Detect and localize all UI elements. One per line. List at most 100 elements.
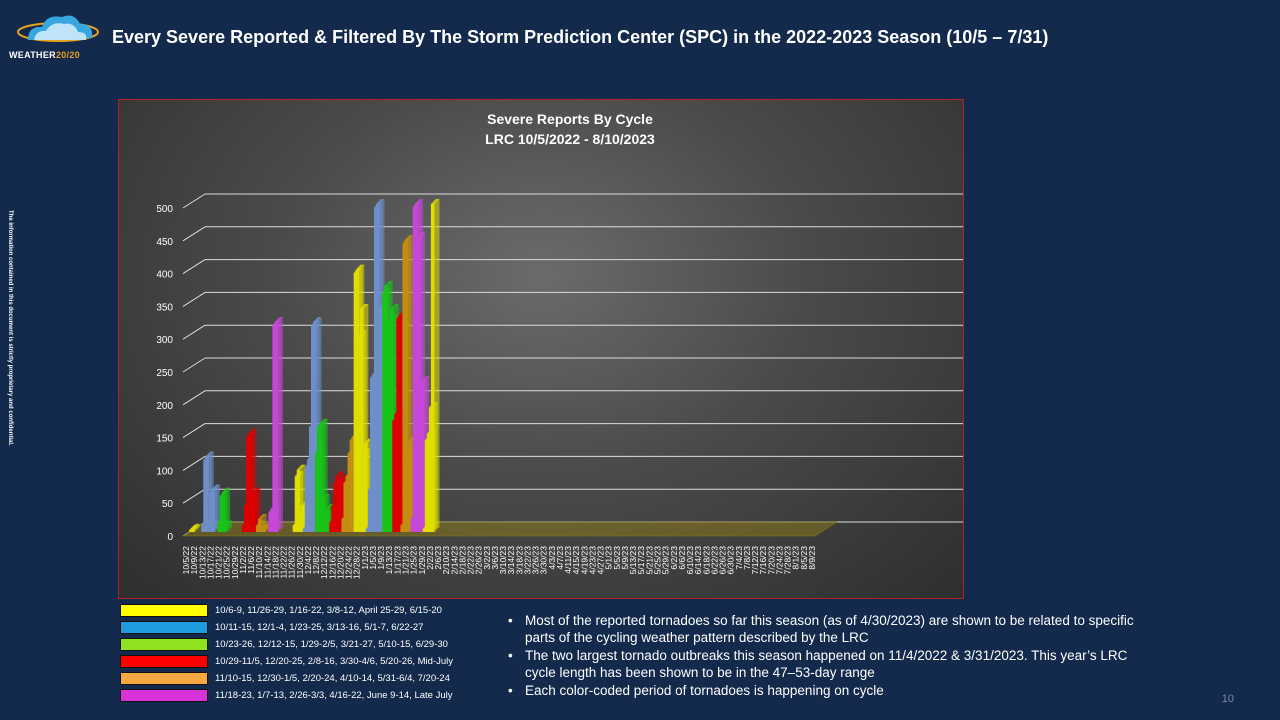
bar-front [252,492,256,532]
legend-item: 10/11-15, 12/1-4, 1/23-25, 3/13-16, 5/1-… [118,620,498,637]
x-tick-label: 1/9/23 [376,546,386,570]
x-tick-label: 10/29/22 [230,546,240,579]
x-tick-label: 6/18/23 [701,546,711,575]
x-tick-label: 4/3/23 [547,546,557,570]
y-tick-label: 350 [156,302,173,313]
x-tick-label: 12/28/22 [352,546,362,579]
bar-front [357,335,362,532]
bar-front [302,528,307,532]
gridline-depth [182,193,206,209]
bar-front [355,269,360,532]
x-tick-label: 2/26/23 [474,546,484,575]
x-tick-label: 3/22/23 [522,546,532,575]
x-tick-label: 1/25/23 [409,546,419,575]
x-tick-label: 10/13/22 [197,546,207,579]
gridline-depth [182,455,206,471]
x-tick-label: 4/7/23 [555,546,565,570]
bar-front [424,440,429,532]
x-tick-label: 10/9/22 [189,546,199,575]
x-tick-label: 11/26/22 [287,546,297,579]
x-tick-label: 4/15/23 [571,546,581,575]
x-tick-label: 4/11/23 [563,546,573,574]
bar-top [296,464,306,470]
x-tick-label: 4/19/23 [579,546,589,575]
severe-reports-chart: Severe Reports By Cycle LRC 10/5/2022 - … [156,111,963,579]
x-tick-label: 2/2/23 [425,546,435,570]
bar-front [414,204,419,532]
logo-wordmark: WEATHER20/20 [9,50,80,60]
bar-front [343,482,348,532]
x-tick-label: 5/5/23 [612,546,622,570]
legend-label: 11/18-23, 1/7-13, 2/26-3/3, 4/16-22, Jun… [215,690,453,701]
legend-label: 11/10-15, 12/30-1/5, 2/20-24, 4/10-14, 5… [215,673,450,684]
bar-front [306,459,311,532]
x-tick-label: 11/14/22 [262,546,272,579]
bar-front [367,489,372,532]
bar-front [308,427,313,532]
chart-title: Severe Reports By Cycle [487,111,653,127]
bar-front [361,453,366,532]
bar-front [410,518,415,532]
bar-front [219,495,224,532]
bar-front [258,518,262,532]
bar-front [396,318,400,532]
y-tick-label: 150 [156,434,173,445]
x-tick-label: 4/27/23 [596,546,606,575]
x-tick-label: 2/22/23 [466,546,476,575]
bar [191,523,200,532]
bar-front [341,518,346,532]
y-tick-label: 50 [162,499,174,510]
x-tick-label: 5/25/23 [653,546,663,575]
bars [189,199,440,533]
bar-front [319,423,323,532]
bar-front [292,525,297,532]
bar-top [321,494,330,500]
x-tick-label: 11/22/22 [279,546,289,579]
bar-front [363,443,368,532]
bar-front [382,292,386,532]
bar-front [349,440,354,532]
bar-front [406,446,411,532]
x-tick-label: 6/30/23 [726,546,736,575]
bar-front [335,476,339,532]
x-tick-label: 10/21/22 [214,546,224,579]
x-tick-label: 3/26/23 [531,546,541,575]
bar-front [333,482,337,532]
legend-label: 10/29-11/5, 12/20-25, 2/8-16, 3/30-4/6, … [215,656,454,667]
bar-side [277,317,283,532]
bar-top [191,523,200,529]
y-axis-ticks: 0 50 100 150 200 250 300 350 400 450 500 [156,204,173,543]
x-axis-ticks: 10/5/2210/9/2210/13/2210/17/2210/21/2210… [181,546,817,579]
legend-swatch [120,621,208,634]
bar-front [380,305,384,532]
x-tick-label: 1/17/23 [392,546,402,575]
note-text: The two largest tornado outbreaks this s… [525,648,1128,680]
bar-front [412,207,417,532]
legend-item: 10/29-11/5, 12/20-25, 2/8-16, 3/30-4/6, … [118,654,498,671]
bar-front [317,427,321,532]
weather2020-logo [17,15,99,42]
x-tick-label: 7/16/23 [758,546,768,575]
legend-swatch [120,655,208,668]
bar-front [298,512,303,532]
bar-front [353,272,358,532]
legend-swatch [120,604,208,617]
note-text: Each color-coded period of tornadoes is … [525,683,884,698]
bar-front [384,286,388,532]
bar-front [402,243,407,533]
legend-label: 10/23-26, 12/12-15, 1/29-2/5, 3/21-27, 5… [215,639,448,650]
bar-front [217,522,222,532]
bar-side [227,520,233,532]
bar-top [335,471,344,477]
y-tick-label: 400 [156,270,173,281]
bar-top [221,487,231,493]
bar [274,317,283,532]
bar-top [355,264,365,270]
logo-word: WEATHER [9,50,56,60]
bar-front [191,528,195,532]
legend-item: 11/18-23, 1/7-13, 2/26-3/3, 4/16-22, Jun… [118,688,498,705]
bar-top [325,504,334,510]
legend-swatch [120,672,208,685]
bar-front [325,509,329,532]
bar [430,199,440,532]
